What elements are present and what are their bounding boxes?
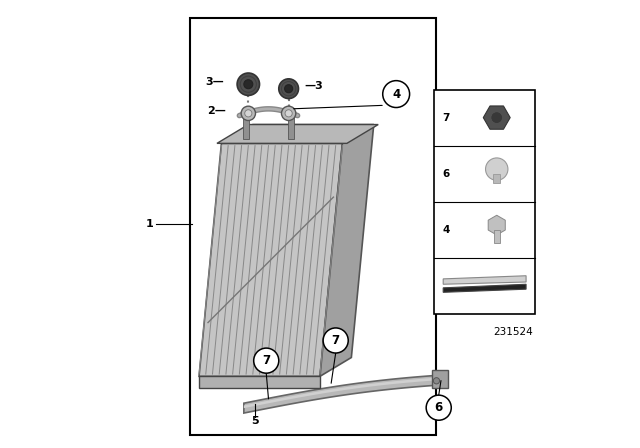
Circle shape [279, 79, 298, 99]
Text: 6: 6 [435, 401, 443, 414]
Circle shape [323, 328, 348, 353]
Polygon shape [199, 143, 342, 376]
FancyBboxPatch shape [190, 18, 436, 435]
Circle shape [237, 73, 260, 95]
FancyBboxPatch shape [243, 112, 249, 139]
Circle shape [426, 395, 451, 420]
Text: 7: 7 [442, 112, 450, 123]
Text: 2—: 2— [207, 106, 226, 116]
Text: 1: 1 [146, 219, 154, 229]
Polygon shape [443, 284, 526, 293]
Text: 4: 4 [442, 224, 450, 235]
Circle shape [282, 106, 296, 121]
Polygon shape [244, 378, 436, 408]
Polygon shape [217, 125, 378, 143]
FancyBboxPatch shape [435, 90, 535, 314]
Polygon shape [244, 375, 436, 413]
Polygon shape [221, 125, 374, 143]
Text: 4: 4 [392, 87, 400, 101]
Circle shape [383, 81, 410, 108]
Polygon shape [443, 276, 526, 284]
Text: 7: 7 [332, 334, 340, 347]
Circle shape [244, 110, 252, 117]
FancyBboxPatch shape [432, 370, 448, 388]
Text: 231524: 231524 [493, 327, 533, 337]
Circle shape [285, 110, 292, 117]
FancyBboxPatch shape [493, 229, 500, 243]
FancyBboxPatch shape [96, 0, 544, 448]
Polygon shape [199, 376, 320, 388]
Text: 6: 6 [442, 168, 449, 179]
Circle shape [491, 112, 502, 123]
Circle shape [241, 106, 255, 121]
FancyBboxPatch shape [288, 112, 294, 139]
Text: 7: 7 [262, 354, 270, 367]
Text: 3—: 3— [205, 77, 224, 87]
Circle shape [244, 80, 253, 89]
Text: 5: 5 [252, 416, 259, 426]
Polygon shape [320, 125, 374, 376]
Text: —3: —3 [305, 82, 323, 91]
Circle shape [285, 85, 292, 93]
Circle shape [433, 378, 440, 384]
Circle shape [486, 158, 508, 180]
FancyBboxPatch shape [493, 173, 500, 184]
Circle shape [253, 348, 279, 373]
